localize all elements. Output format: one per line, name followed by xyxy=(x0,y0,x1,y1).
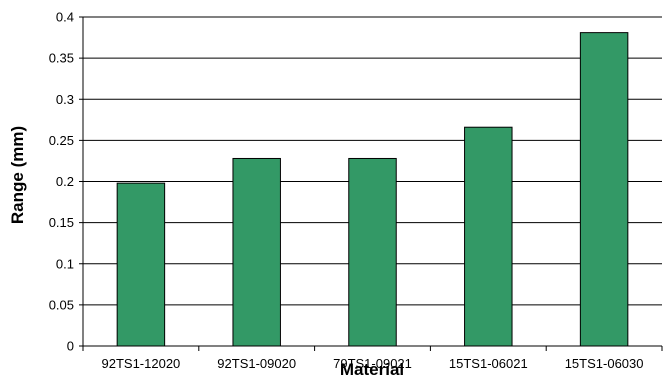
y-axis-title: Range (mm) xyxy=(8,126,27,224)
x-axis-title: Material xyxy=(340,360,404,379)
x-tick-label: 79TS1-09021 xyxy=(333,356,412,371)
y-tick-label: 0.05 xyxy=(49,297,74,312)
y-tick-label: 0.35 xyxy=(49,51,74,66)
x-tick-label: 15TS1-06030 xyxy=(565,356,644,371)
axes xyxy=(79,16,663,351)
y-tick-label: 0.25 xyxy=(49,133,74,148)
y-tick-label: 0.15 xyxy=(49,215,74,230)
x-tick-labels: 92TS1-12020 92TS1-09020 79TS1-09021 15TS1-0… xyxy=(102,356,644,371)
x-tick-label: 15TS1-06021 xyxy=(449,356,528,371)
x-tick-label: 92TS1-12020 xyxy=(102,356,181,371)
y-tick-labels: 0 0.05 0.1 0.15 0.2 0.25 0.3 0.35 0.4 xyxy=(49,10,74,354)
y-tick-label: 0.2 xyxy=(56,174,74,189)
bar-92ts1-12020 xyxy=(116,182,166,347)
y-tick-label: 0 xyxy=(67,339,74,354)
y-tick-label: 0.4 xyxy=(56,10,74,25)
bar-92ts1-09020 xyxy=(232,157,281,347)
bar-79ts1-09021 xyxy=(348,157,397,347)
y-tick-label: 0.3 xyxy=(56,92,74,107)
bar-15ts1-06030 xyxy=(579,32,629,347)
bar-15ts1-06021 xyxy=(464,126,513,347)
y-tick-label: 0.1 xyxy=(56,256,74,271)
bars xyxy=(116,32,629,347)
x-tick-label: 92TS1-09020 xyxy=(217,356,296,371)
